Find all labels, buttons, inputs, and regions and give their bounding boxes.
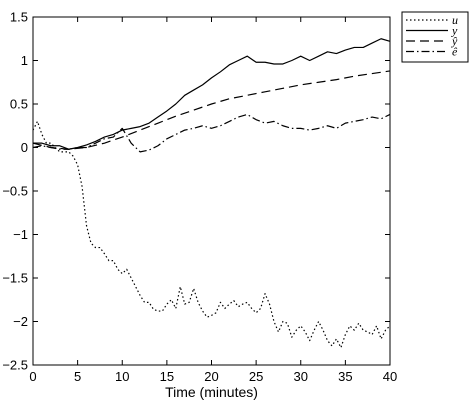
x-tick-label: 25 (249, 369, 263, 384)
series-line-2 (32, 70, 391, 150)
y-tick-label: −2.5 (2, 358, 28, 373)
y-tick-label: −2 (13, 314, 28, 329)
legend-label-2: ŷ (451, 34, 458, 48)
y-tick-label: 1.5 (10, 10, 28, 25)
x-tick-label: 20 (204, 369, 218, 384)
legend-label-0: u (452, 13, 458, 27)
x-tick-label: 30 (294, 369, 308, 384)
legend-label-1: y (451, 24, 458, 38)
y-tick-label: 0 (21, 140, 28, 155)
x-axis-label: Time (minutes) (165, 384, 258, 400)
ticks-layer: 0 5 10 15 20 25 30 35 40 −2.5 −2 −1.5 −1 −0.5 0 0.5 1 1.5 (2, 10, 397, 385)
y-tick-label: 1 (21, 53, 28, 68)
x-tick-label: 10 (115, 369, 129, 384)
y-tick-label: −1.5 (2, 271, 28, 286)
plot-area (32, 16, 391, 366)
y-tick-label: −0.5 (2, 184, 28, 199)
x-tick-label: 5 (74, 369, 81, 384)
legend-label-3: ê (452, 45, 458, 59)
x-tick-label: 40 (383, 369, 397, 384)
x-tick-label: 0 (29, 369, 36, 384)
x-tick-label: 35 (338, 369, 352, 384)
y-tick-label: −1 (13, 227, 28, 242)
series-line-3 (32, 113, 391, 153)
series-line-0 (32, 120, 391, 349)
series-layer (32, 38, 391, 349)
y-tick-label: 0.5 (10, 97, 28, 112)
x-tick-label: 15 (160, 369, 174, 384)
series-line-1 (33, 38, 391, 150)
